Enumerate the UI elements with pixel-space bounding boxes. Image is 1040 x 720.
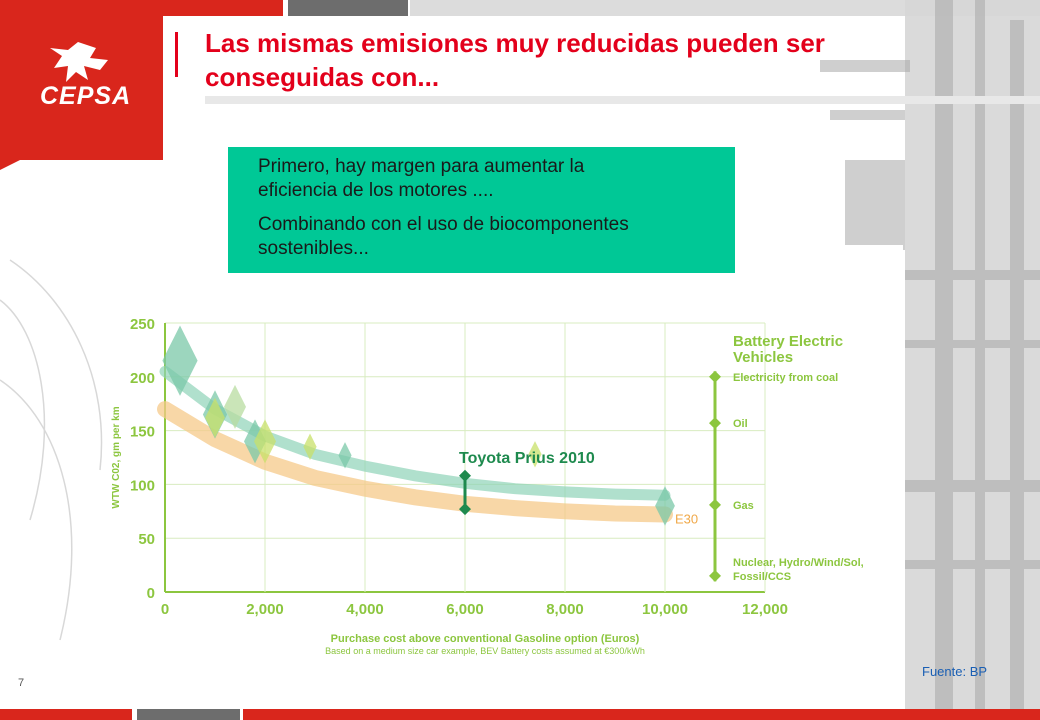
bev-title-2: Vehicles [733,349,793,366]
bev-marker [709,370,721,383]
data-point-diamond [655,486,675,526]
bev-title-1: Battery Electric [733,333,843,350]
x-tick-label: 0 [161,601,169,618]
gasoline-curve [159,365,671,501]
title-accent-bar [175,32,178,77]
e30-label: E30 [675,512,698,527]
y-tick-label: 150 [130,424,155,441]
source-note: Fuente: BP [922,664,988,679]
title-line-1: Las mismas emisiones muy reducidas puede… [205,28,825,58]
x-axis-label: Purchase cost above conventional Gasolin… [331,633,640,645]
data-point-diamond [224,384,246,429]
top-tab-red [163,0,283,16]
bev-marker [709,569,721,582]
y-tick-label: 100 [130,477,155,494]
prius-label: Toyota Prius 2010 [459,450,595,467]
logo-panel: CEPSA [0,0,163,160]
footer-bar-red-2 [243,709,1040,720]
data-point-diamond [528,441,542,468]
x-tick-label: 12,000 [742,601,788,618]
callout-box: Primero, hay margen para aumentar la efi… [228,147,735,273]
page-title: Las mismas emisiones muy reducidas puede… [205,26,1005,94]
footer-bar-red [0,709,132,720]
data-point-diamond [254,419,276,464]
x-tick-label: 4,000 [346,601,384,618]
data-point-diamond [205,397,225,438]
emissions-chart: 0 50 100 150 200 250 0 2,000 4,000 6,000 8,000 10,0… [111,316,864,656]
x-tick-label: 8,000 [546,601,584,618]
bev-level-label: Nuclear, Hydro/Wind/Sol, [733,557,864,569]
x-tick-label: 10,000 [642,601,688,618]
data-point-diamond [338,442,352,469]
x-axis-sublabel: Based on a medium size car example, BEV … [325,646,645,656]
prius-marker [459,469,471,482]
x-tick-label: 6,000 [446,601,484,618]
logo-text: CEPSA [40,82,132,110]
callout-line-2: eficiencia de los motores .... [258,180,494,201]
callout-line-4: sostenibles... [258,238,369,259]
bev-level-label: Gas [733,500,754,512]
bev-marker [709,498,721,511]
top-tab-dark [288,0,408,16]
prius-marker [459,503,471,516]
bev-level-label-2: Fossil/CCS [733,571,791,583]
bev-level-label: Oil [733,418,748,430]
logo-corner [0,140,60,170]
data-point-diamond [303,433,317,460]
y-axis-label: WTW C02, gm per km [111,406,122,508]
x-tick-label: 2,000 [246,601,284,618]
chart-card: 0 50 100 150 200 250 0 2,000 4,000 6,000 8,000 10,0… [105,245,903,697]
y-tick-label: 250 [130,316,155,333]
callout-line-3: Combinando con el uso de biocomponentes [258,214,629,235]
e30-curve [157,401,673,523]
cepsa-logo-icon [50,42,108,82]
title-line-2: conseguidas con... [205,62,440,92]
data-point-diamond [162,325,198,396]
bev-marker [709,417,721,430]
footer-bar-dark [137,709,240,720]
page-number: 7 [18,677,25,689]
top-tab-light [410,0,1040,16]
y-tick-label: 200 [130,370,155,387]
callout-line-1: Primero, hay margen para aumentar la [258,156,585,177]
bev-level-label: Electricity from coal [733,372,838,384]
y-tick-label: 50 [138,531,155,548]
y-tick-label: 0 [147,585,155,602]
title-rule [205,96,1040,104]
